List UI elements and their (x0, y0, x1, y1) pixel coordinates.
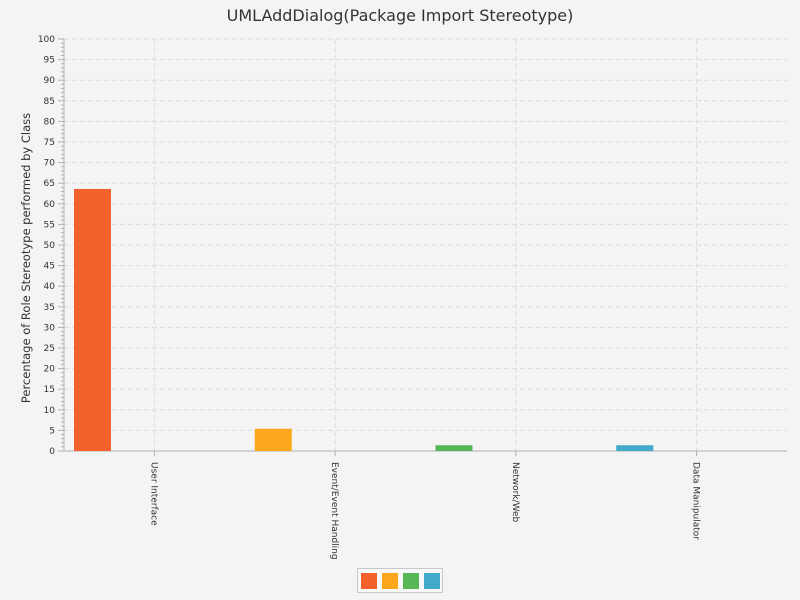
legend (357, 568, 443, 593)
y-tick-label: 60 (44, 200, 56, 210)
y-tick-label: 100 (38, 35, 55, 45)
chart-title: UMLAddDialog(Package Import Stereotype) (226, 6, 574, 25)
y-tick-label: 30 (44, 323, 56, 333)
y-tick-label: 10 (44, 406, 56, 416)
y-tick-label: 55 (44, 220, 55, 230)
y-tick-label: 40 (44, 282, 56, 292)
y-tick-label: 75 (44, 138, 55, 148)
y-tick-label: 70 (44, 159, 56, 169)
y-tick-label: 20 (44, 365, 56, 375)
legend-swatch (360, 572, 377, 589)
x-category-label: Event/Event Handling (329, 462, 339, 560)
legend-swatch (402, 572, 419, 589)
y-tick-label: 0 (49, 447, 55, 457)
y-tick-label: 80 (44, 117, 56, 127)
x-category-label: Network/Web (510, 462, 520, 523)
bar-user-interface (74, 188, 111, 451)
bar-event-event-handling (254, 428, 292, 451)
y-tick-label: 5 (49, 426, 55, 436)
y-tick-label: 45 (44, 262, 55, 272)
y-tick-label: 50 (44, 241, 56, 251)
y-tick-label: 95 (44, 56, 55, 66)
x-category-label: User Interface (148, 462, 158, 526)
legend-swatch (381, 572, 398, 589)
y-tick-label: 65 (44, 179, 55, 189)
bar-network-web (435, 445, 473, 451)
y-tick-label: 35 (44, 303, 55, 313)
y-tick-label: 85 (44, 97, 55, 107)
y-tick-label: 25 (44, 344, 55, 354)
legend-swatch (423, 572, 440, 589)
x-category-label: Data Manipulator (691, 462, 701, 540)
bar-data-manipulator (616, 445, 654, 451)
y-tick-label: 90 (44, 76, 56, 86)
y-tick-label: 15 (44, 385, 55, 395)
